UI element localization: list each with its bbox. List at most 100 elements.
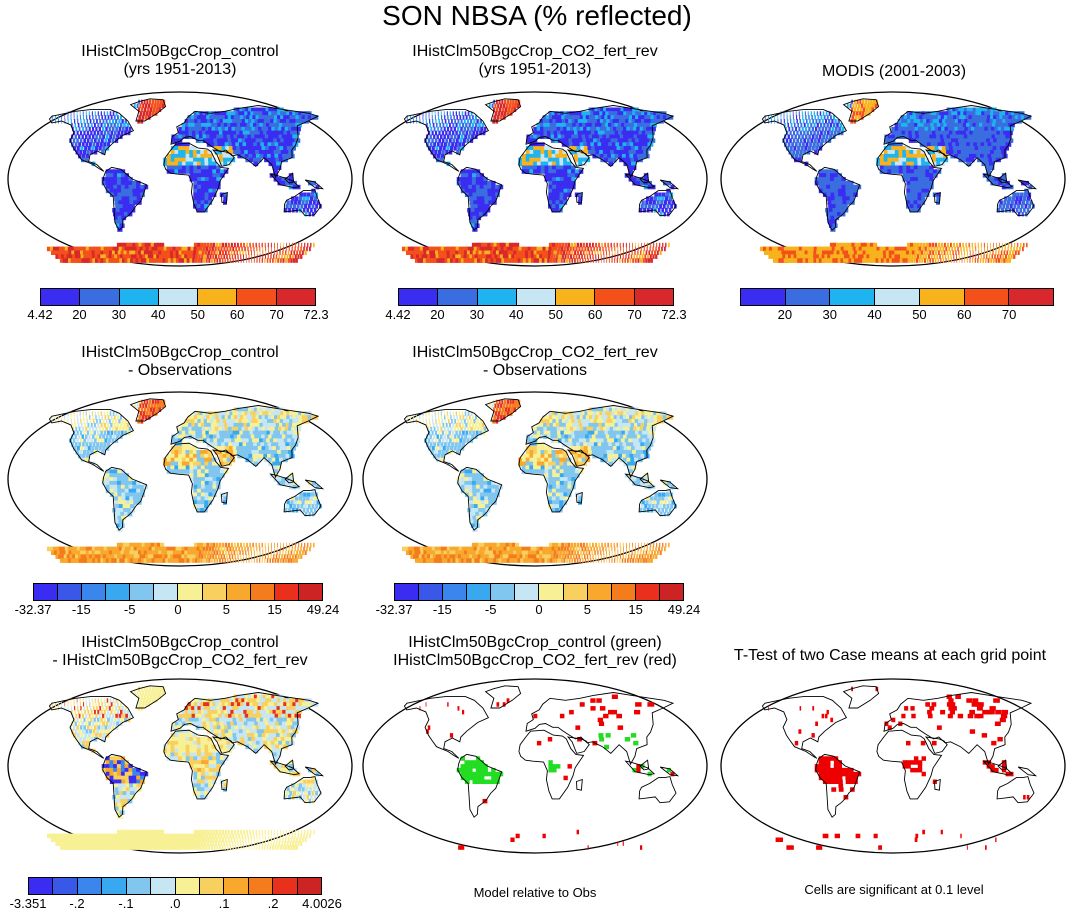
map-border	[720, 678, 1066, 854]
colorbar-swatch	[399, 289, 439, 305]
panel-2-title-line2: (yrs 1951-2013)	[478, 61, 592, 78]
colorbar-label: 30	[469, 307, 485, 322]
colorbar-swatch	[919, 289, 965, 305]
map-t-test	[720, 678, 1066, 854]
panel-7-title: IHistClm50BgcCrop_control (green) IHistC…	[355, 634, 715, 670]
map-control-minus-obs	[7, 391, 353, 567]
map-control-minus-co2	[7, 678, 353, 854]
panel-5-title: IHistClm50BgcCrop_CO2_fert_rev - Observa…	[355, 344, 715, 380]
colorbar-swatch	[563, 584, 588, 600]
colorbar-swatch	[158, 289, 199, 305]
colorbar-swatch	[119, 289, 159, 305]
panel-6-title-line2: - IHistClm50BgcCrop_CO2_fert_rev	[52, 652, 308, 669]
colorbar-swatch	[53, 878, 78, 894]
colorbar-swatch	[419, 584, 444, 600]
colorbar-swatch	[635, 584, 660, 600]
panel-8-title: T-Test of two Case means at each grid po…	[710, 647, 1070, 665]
coastline	[403, 685, 680, 818]
colorbar-swatch	[175, 878, 200, 894]
colorbar-modis	[740, 288, 1054, 306]
panel-1-title-line1: IHistClm50BgcCrop_control	[81, 43, 279, 60]
note-model-relative: Model relative to Obs	[473, 885, 597, 900]
colorbar-label: 72.3	[661, 307, 687, 322]
colorbar-swatch	[595, 289, 635, 305]
coastline	[48, 98, 325, 231]
note-significance: Cells are significant at 0.1 level	[804, 882, 984, 897]
map-co2-fert-rev	[362, 91, 708, 267]
panel-6-title-line1: IHistClm50BgcCrop_control	[81, 634, 279, 651]
panel-3-title-line1: MODIS (2001-2003)	[821, 63, 967, 80]
colorbar-label: 20	[777, 307, 793, 322]
colorbar-swatch	[102, 878, 127, 894]
colorbar-swatch	[395, 584, 420, 600]
colorbar-swatch	[659, 584, 683, 600]
panel-7-title-line1: IHistClm50BgcCrop_control (green)	[408, 634, 662, 651]
colorbar-swatch	[199, 878, 225, 894]
colorbar-swatch	[438, 289, 478, 305]
colorbar-label: 49.24	[306, 602, 340, 617]
map-significance-two-cases	[362, 678, 708, 854]
colorbar-swatch	[41, 289, 81, 305]
colorbar-swatch	[515, 584, 540, 600]
panel-3-title: MODIS (2001-2003)	[714, 63, 1074, 81]
panel-1-title-line2: (yrs 1951-2013)	[123, 61, 237, 78]
colorbar-label: 0	[174, 602, 182, 617]
colorbar-label: .0	[169, 896, 181, 911]
colorbar-label: 30	[111, 307, 127, 322]
colorbar-label: 50	[912, 307, 927, 322]
coastline	[403, 398, 680, 531]
coastline	[761, 685, 1038, 818]
panel-5-title-line1: IHistClm50BgcCrop_CO2_fert_rev	[412, 344, 658, 361]
colorbar-label: 30	[822, 307, 837, 322]
panel-4-title-line2: - Observations	[127, 362, 233, 379]
colorbar-swatch	[250, 584, 275, 600]
figure-title: SON NBSA (% reflected)	[382, 0, 692, 31]
coastline	[48, 685, 325, 818]
colorbar-swatch	[1009, 289, 1054, 305]
colorbar-swatch	[224, 878, 249, 894]
colorbar-label: 20	[430, 307, 445, 322]
colorbar-swatch	[248, 878, 274, 894]
colorbar-swatch	[611, 584, 636, 600]
colorbar-label: 60	[229, 307, 245, 322]
colorbar-co2-fert-rev	[398, 288, 674, 306]
map-co2-minus-obs	[362, 391, 708, 567]
colorbar-label: -.1	[118, 896, 134, 911]
colorbar-swatch	[875, 289, 920, 305]
colorbar-swatch	[477, 289, 517, 305]
colorbar-label: .2	[267, 896, 279, 911]
colorbar-swatch	[77, 878, 103, 894]
colorbar-label: 15	[267, 602, 282, 617]
colorbar-label: 50	[190, 307, 205, 322]
colorbar-swatch	[226, 584, 251, 600]
colorbar-swatch	[964, 289, 1010, 305]
colorbar-label: 49.24	[667, 602, 701, 617]
colorbar-swatch	[106, 584, 131, 600]
colorbar-swatch	[830, 289, 876, 305]
colorbar-label: 40	[867, 307, 882, 322]
colorbar-label: 4.42	[385, 307, 411, 322]
colorbar-swatch	[785, 289, 831, 305]
map-modis	[720, 91, 1066, 267]
map-control	[7, 91, 353, 267]
panel-2-title: IHistClm50BgcCrop_CO2_fert_rev (yrs 1951…	[355, 43, 715, 79]
colorbar-swatch	[297, 878, 322, 894]
colorbar-label: 70	[1001, 307, 1017, 322]
colorbar-swatch	[29, 878, 54, 894]
colorbar-swatch	[34, 584, 59, 600]
panel-4-title: IHistClm50BgcCrop_control - Observations	[0, 344, 360, 380]
colorbar-label: -32.37	[14, 602, 52, 617]
colorbar-swatch	[634, 289, 673, 305]
colorbar-label: 4.0026	[302, 896, 342, 911]
colorbar-label: 20	[72, 307, 87, 322]
colorbar-control-minus-obs	[33, 583, 323, 601]
colorbar-swatch	[151, 878, 176, 894]
colorbar-label: 40	[509, 307, 524, 322]
colorbar-label: 70	[269, 307, 284, 322]
colorbar-swatch	[298, 584, 322, 600]
colorbar-swatch	[491, 584, 516, 600]
colorbar-label: .1	[218, 896, 230, 911]
colorbar-co2-minus-obs	[394, 583, 684, 601]
colorbar-swatch	[154, 584, 179, 600]
colorbar-swatch	[126, 878, 152, 894]
